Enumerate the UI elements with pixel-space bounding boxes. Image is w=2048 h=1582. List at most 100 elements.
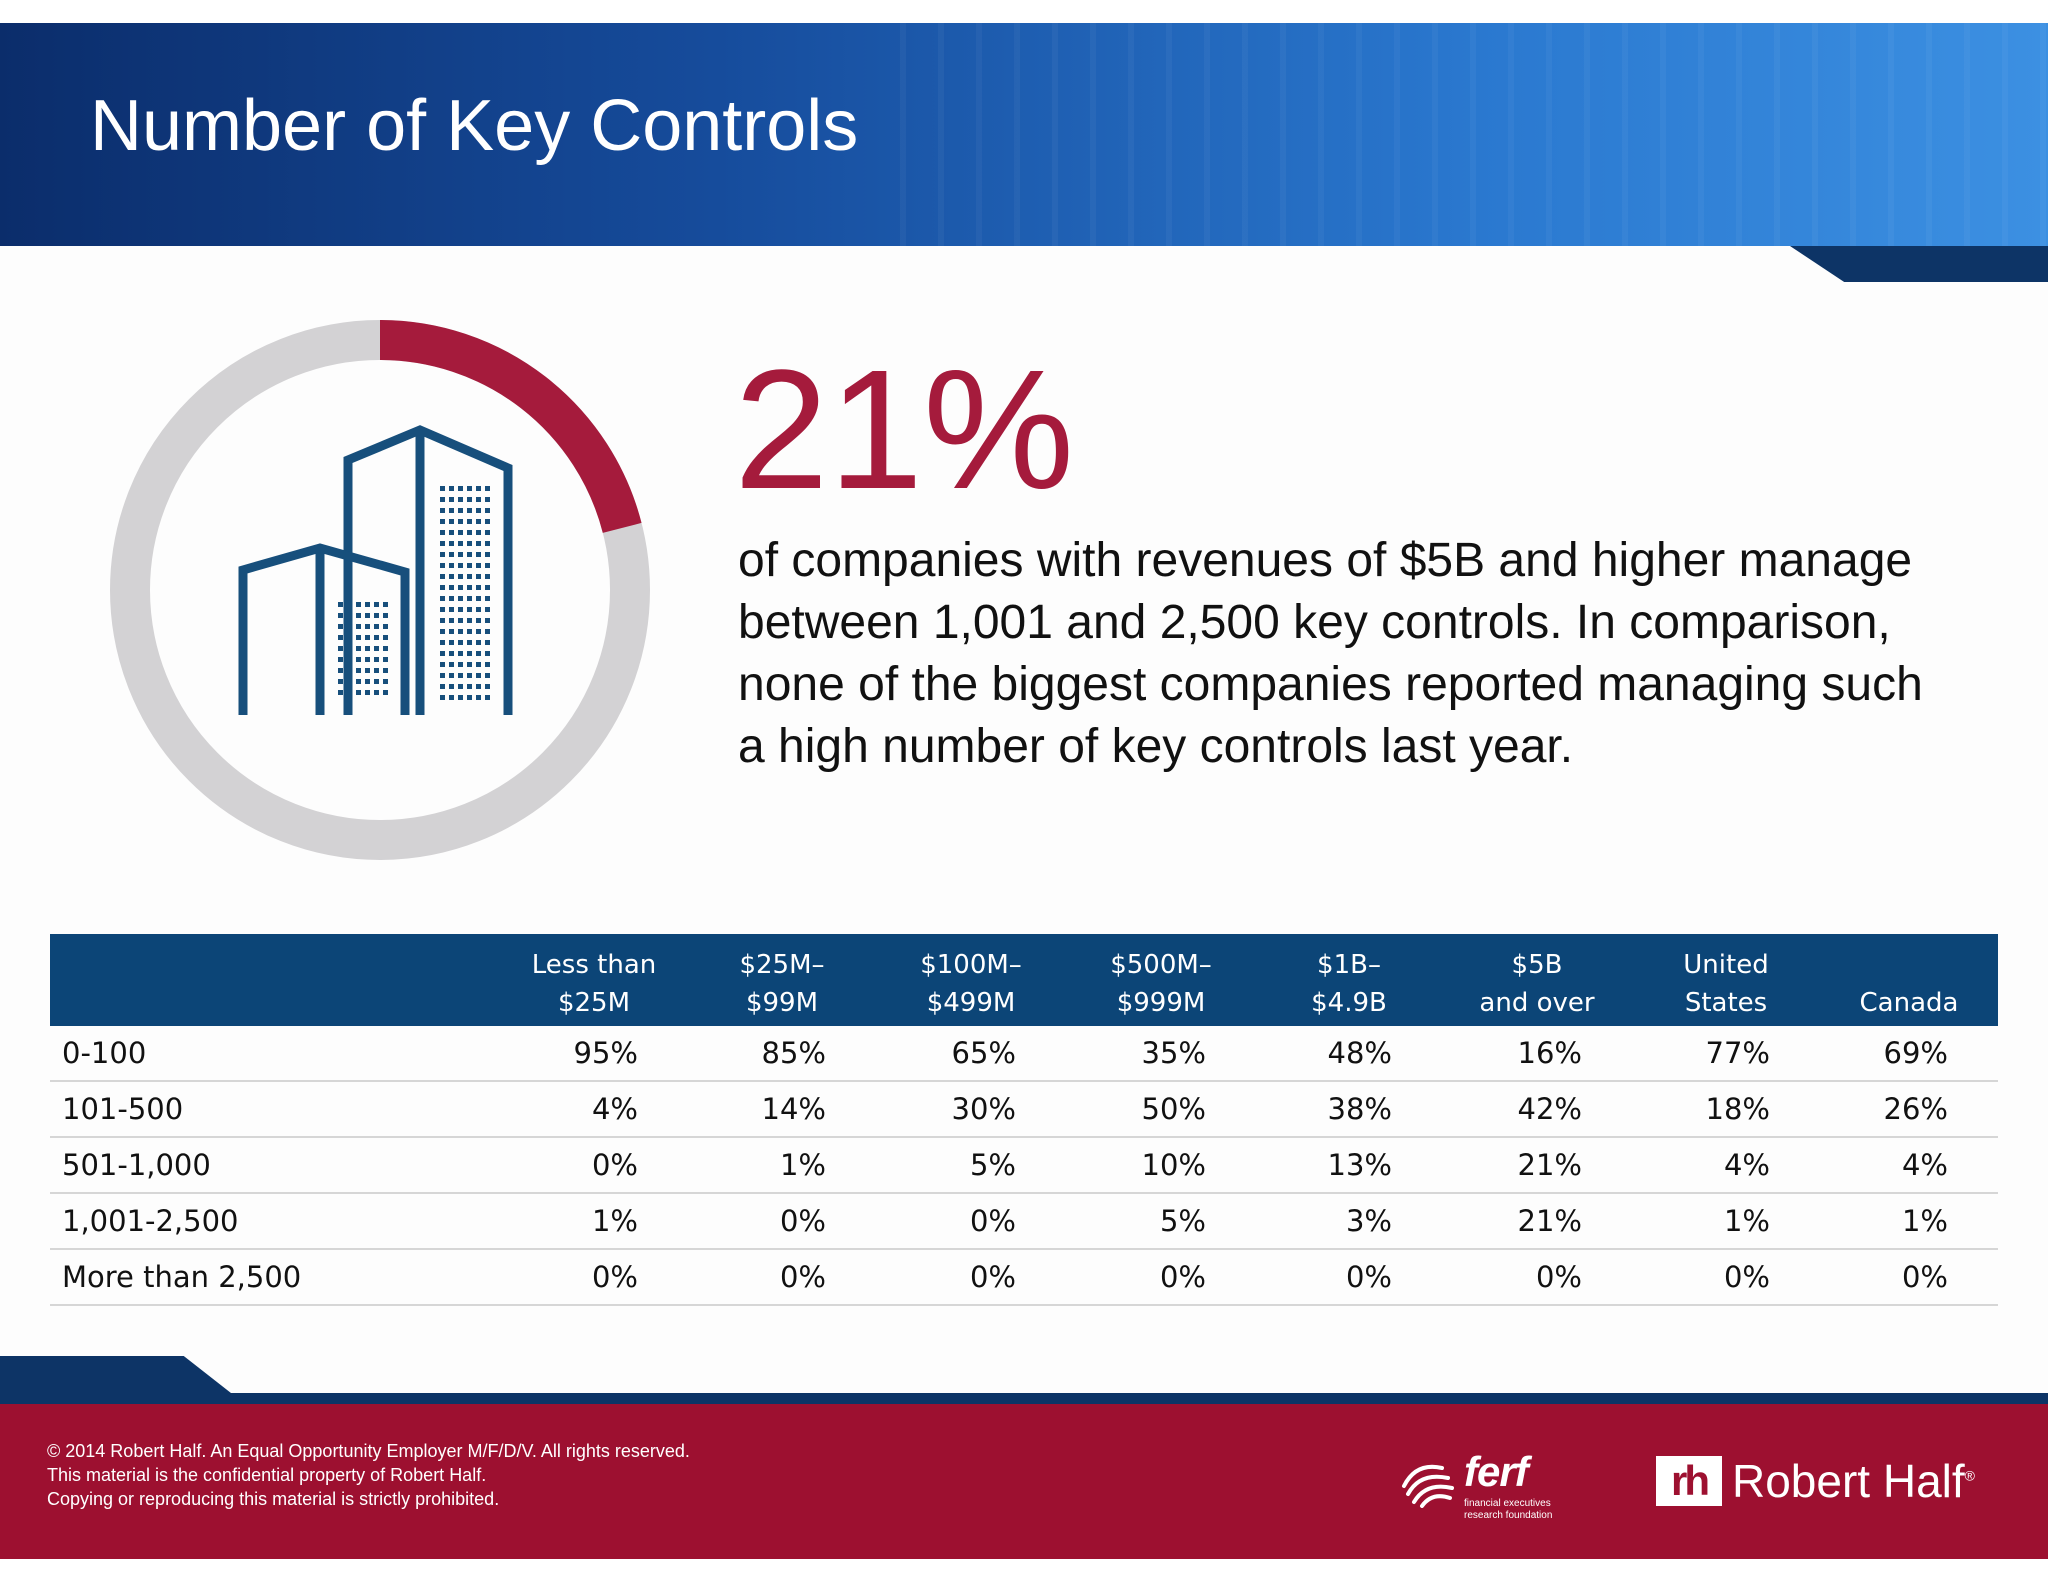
window-pane — [356, 646, 361, 651]
table-cell: 0% — [500, 1249, 688, 1306]
window-pane — [374, 657, 379, 662]
row-label: 0-100 — [50, 1026, 500, 1082]
window-pane — [485, 618, 490, 623]
office-buildings-icon — [238, 425, 513, 715]
window-pane — [476, 651, 481, 656]
table-cell: 10% — [1066, 1137, 1256, 1194]
window-pane — [449, 486, 454, 491]
window-pane — [458, 530, 463, 535]
legal-line: © 2014 Robert Half. An Equal Opportunity… — [47, 1441, 690, 1461]
window-pane — [356, 635, 361, 640]
window-pane — [347, 679, 352, 684]
window-pane — [476, 684, 481, 689]
window-pane — [347, 646, 352, 651]
building-windows — [338, 486, 490, 700]
window-pane — [338, 602, 343, 607]
table-cell: 1% — [1632, 1193, 1820, 1250]
window-pane — [338, 635, 343, 640]
window-pane — [467, 673, 472, 678]
window-pane — [440, 695, 445, 700]
window-pane — [449, 629, 454, 634]
table-cell: 26% — [1820, 1081, 1998, 1138]
table-cell: 3% — [1256, 1193, 1442, 1250]
window-pane — [476, 508, 481, 513]
table-cell: 69% — [1820, 1026, 1998, 1082]
row-label: 101-500 — [50, 1081, 500, 1138]
window-pane — [347, 613, 352, 618]
table-cell: 35% — [1066, 1026, 1256, 1082]
ferf-logo: ferf financial executives research found… — [1398, 1448, 1568, 1524]
window-pane — [467, 497, 472, 502]
window-pane — [440, 618, 445, 623]
table-row: 101-500 4% 14% 30% 50% 38% 42% 18% 26% — [50, 1081, 1998, 1138]
window-pane — [467, 519, 472, 524]
window-pane — [476, 662, 481, 667]
legal-notice: © 2014 Robert Half. An Equal Opportunity… — [47, 1439, 690, 1511]
window-pane — [467, 684, 472, 689]
window-pane — [449, 574, 454, 579]
window-pane — [467, 541, 472, 546]
table-cell: 0% — [1632, 1249, 1820, 1306]
window-pane — [440, 640, 445, 645]
window-pane — [440, 508, 445, 513]
window-pane — [383, 624, 388, 629]
footer: © 2014 Robert Half. An Equal Opportunity… — [0, 1404, 2048, 1559]
window-pane — [476, 497, 481, 502]
table-cell: 0% — [1066, 1249, 1256, 1306]
window-pane — [383, 635, 388, 640]
window-pane — [347, 668, 352, 673]
column-header: Less than $25M — [531, 950, 657, 1018]
table-cell: 0% — [876, 1249, 1066, 1306]
table-cell: 42% — [1442, 1081, 1632, 1138]
window-pane — [485, 486, 490, 491]
window-pane — [458, 684, 463, 689]
table-cell: 0% — [500, 1137, 688, 1194]
window-pane — [356, 690, 361, 695]
window-pane — [476, 673, 481, 678]
table-cell: 16% — [1442, 1026, 1632, 1082]
table-row: 0-100 95% 85% 65% 35% 48% 16% 77% 69% — [50, 1026, 1998, 1082]
window-pane — [467, 651, 472, 656]
window-pane — [449, 651, 454, 656]
table-cell: 50% — [1066, 1081, 1256, 1138]
window-pane — [356, 613, 361, 618]
window-pane — [485, 585, 490, 590]
window-pane — [338, 613, 343, 618]
window-pane — [467, 629, 472, 634]
window-pane — [476, 596, 481, 601]
window-pane — [476, 607, 481, 612]
window-pane — [440, 486, 445, 491]
window-pane — [356, 602, 361, 607]
window-pane — [485, 607, 490, 612]
window-pane — [467, 574, 472, 579]
window-pane — [449, 673, 454, 678]
column-header: Canada — [1859, 988, 1959, 1018]
footer-divider — [0, 1393, 2048, 1404]
window-pane — [347, 624, 352, 629]
window-pane — [458, 640, 463, 645]
window-pane — [467, 552, 472, 557]
window-pane — [485, 651, 490, 656]
ferf-wordmark: ferf — [1464, 1448, 1529, 1495]
window-pane — [458, 673, 463, 678]
window-pane — [449, 585, 454, 590]
window-pane — [485, 695, 490, 700]
window-pane — [458, 519, 463, 524]
table-row: 501-1,000 0% 1% 5% 10% 13% 21% 4% 4% — [50, 1137, 1998, 1194]
window-pane — [449, 684, 454, 689]
table-cell: 0% — [1256, 1249, 1442, 1306]
table-cell: 1% — [500, 1193, 688, 1250]
table-cell: 1% — [688, 1137, 876, 1194]
window-pane — [458, 541, 463, 546]
window-pane — [338, 679, 343, 684]
header-tab-accent — [1790, 246, 2048, 282]
window-pane — [476, 541, 481, 546]
window-pane — [440, 497, 445, 502]
window-pane — [485, 530, 490, 535]
table-cell: 38% — [1256, 1081, 1442, 1138]
window-pane — [476, 695, 481, 700]
top-margin — [0, 0, 2048, 23]
window-pane — [458, 662, 463, 667]
window-pane — [467, 618, 472, 623]
